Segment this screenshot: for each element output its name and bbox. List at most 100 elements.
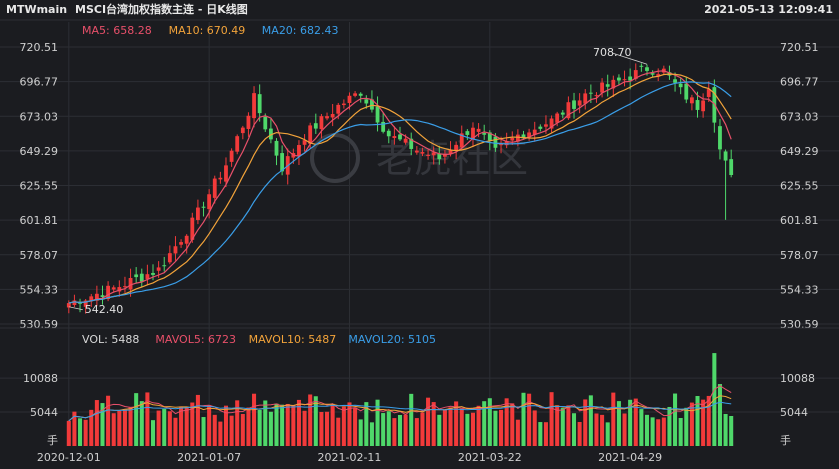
volume-bar <box>414 418 419 446</box>
volume-bar <box>510 403 515 446</box>
volume-legend-item: MAVOL20: 5105 <box>348 333 436 346</box>
volume-bar <box>515 419 520 446</box>
candle-body <box>723 151 728 161</box>
candle-body <box>645 67 649 71</box>
volume-bar <box>381 413 386 446</box>
volume-bar <box>386 411 391 446</box>
volume-bar <box>426 397 431 446</box>
candle-body <box>476 128 481 132</box>
volume-bar <box>145 392 150 446</box>
candle-body <box>527 132 532 138</box>
ma-legend-item: MA10: 670.49 <box>169 24 246 37</box>
volume-bar <box>167 411 172 446</box>
candle-body <box>521 134 526 139</box>
volume-bar <box>622 413 627 446</box>
volume-bar <box>364 402 369 446</box>
volume-bar <box>476 405 481 446</box>
date-label: 2021-01-07 <box>177 451 241 464</box>
candle-body <box>515 134 520 142</box>
candle-body <box>442 153 447 157</box>
candle-body <box>319 116 324 130</box>
volume-bar <box>695 396 700 446</box>
candle-body <box>375 106 380 123</box>
volume-bar <box>156 410 161 446</box>
price-tick-label: 625.55 <box>20 180 59 193</box>
price-tick-label: 601.81 <box>20 214 59 227</box>
candle-body <box>493 136 498 148</box>
candle-body <box>128 278 133 290</box>
candle-body <box>471 127 475 140</box>
candle-body <box>605 84 610 87</box>
candle-body <box>252 93 256 119</box>
candle-body <box>465 131 470 135</box>
candle-body <box>555 113 560 123</box>
candle-body <box>184 235 189 244</box>
volume-bar <box>594 413 599 446</box>
volume-bar <box>257 409 262 446</box>
volume-bar <box>235 400 240 446</box>
datetime-label: 2021-05-13 12:09:41 <box>704 3 833 16</box>
volume-bar <box>644 414 650 446</box>
volume-unit-label: 手 <box>780 433 791 447</box>
volume-bar <box>89 409 94 446</box>
volume-bar <box>347 402 352 446</box>
volume-bar <box>162 408 167 446</box>
candle-body <box>650 73 655 75</box>
volume-bar <box>268 411 273 446</box>
candle-body <box>549 118 554 129</box>
candle-body <box>106 285 111 299</box>
candle-body <box>459 133 464 148</box>
volume-unit-label: 手 <box>47 433 58 447</box>
candle-body <box>330 114 335 118</box>
candle-body <box>583 93 588 104</box>
volume-bar <box>83 419 88 446</box>
candle-body <box>673 79 677 83</box>
volume-bar <box>229 415 234 446</box>
volume-bar <box>454 401 459 446</box>
volume-bar <box>532 410 537 446</box>
volume-ma-lines <box>68 385 732 422</box>
volume-bar <box>504 398 509 446</box>
candle-body <box>392 136 397 139</box>
volume-bar <box>201 417 206 446</box>
volume-bar <box>583 399 588 446</box>
volume-bar <box>684 407 689 446</box>
volume-bar <box>403 414 408 446</box>
candle-body <box>246 115 251 129</box>
price-tick-label: 673.03 <box>780 110 819 123</box>
price-tick-label: 673.03 <box>20 110 59 123</box>
candle-body <box>701 100 706 112</box>
annotation-leader <box>68 306 83 311</box>
ma-legend: MA5: 658.28 MA10: 670.49 MA20: 682.43 <box>82 24 339 37</box>
volume-bar <box>499 409 504 446</box>
volume-bar <box>717 384 722 446</box>
volume-axis-left: 10088 5044 手 <box>23 372 58 447</box>
candle-body <box>431 152 436 156</box>
volume-bar <box>240 413 245 446</box>
volume-bar <box>212 414 217 446</box>
candle-body <box>218 177 223 180</box>
candle-body <box>409 138 414 149</box>
volume-bar <box>128 407 133 446</box>
volume-bar <box>701 399 706 446</box>
volume-bar <box>369 422 374 446</box>
volume-bar <box>285 403 290 446</box>
candle-body <box>426 154 430 156</box>
candle-body <box>370 99 374 110</box>
volume-bar <box>611 392 616 446</box>
candle-body <box>72 300 77 306</box>
candle-body <box>156 267 161 271</box>
volume-tick-label: 10088 <box>780 372 815 385</box>
candle-body <box>482 133 487 135</box>
candle-body <box>100 295 105 297</box>
volume-bar <box>184 406 189 446</box>
date-label: 2021-02-11 <box>318 451 382 464</box>
candle-body <box>544 124 548 127</box>
candle-body <box>538 126 543 129</box>
candle-body <box>588 92 593 94</box>
volume-bar <box>555 405 560 446</box>
volume-bar <box>487 398 492 446</box>
candle-body <box>420 152 425 154</box>
candle-body <box>577 100 582 106</box>
